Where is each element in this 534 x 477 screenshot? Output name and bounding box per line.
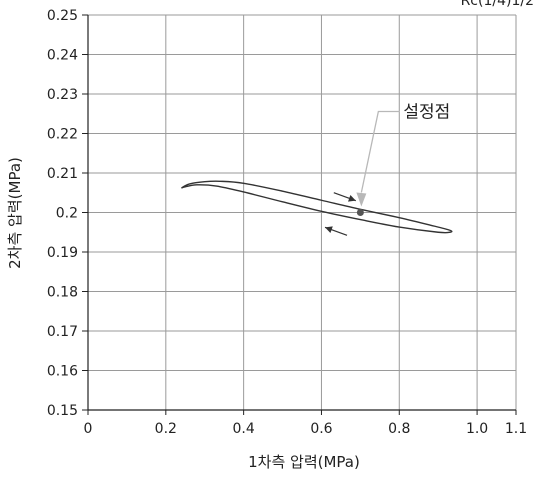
x-tick-label: 0.4 bbox=[233, 421, 255, 437]
y-tick-label: 0.23 bbox=[47, 87, 78, 103]
y-tick-label: 0.21 bbox=[47, 166, 78, 182]
y-tick-label: 0.2 bbox=[56, 206, 78, 222]
axes bbox=[82, 14, 517, 415]
x-tick-label: 0.6 bbox=[310, 421, 332, 437]
hysteresis-curve bbox=[181, 180, 453, 234]
decreasing-pressure-arrow-head bbox=[325, 226, 333, 234]
y-tick-label: 0.15 bbox=[47, 403, 78, 419]
series bbox=[181, 180, 453, 234]
x-tick-label: 1.0 bbox=[466, 421, 488, 437]
set-point-pointer-line bbox=[360, 110, 400, 193]
tick-labels: 0 0.2 0.4 0.6 0.8 1.0 1.1 0.15 0.16 0.17 0.18 0.19 0… bbox=[47, 8, 527, 437]
annotations: 설정점 bbox=[324, 103, 450, 236]
x-tick-label: 0.2 bbox=[155, 421, 177, 437]
grid bbox=[88, 14, 517, 410]
y-tick-label: 0.18 bbox=[47, 285, 78, 301]
y-tick-label: 0.17 bbox=[47, 324, 78, 340]
y-tick-label: 0.22 bbox=[47, 127, 78, 143]
y-tick-label: 0.25 bbox=[47, 8, 78, 24]
set-point-label: 설정점 bbox=[403, 103, 450, 123]
y-axis-title: 2차측 압력(MPa) bbox=[6, 157, 24, 269]
chart-title: Rc(1/4)1/2 bbox=[461, 0, 534, 9]
y-tick-label: 0.24 bbox=[47, 48, 78, 64]
set-point-marker bbox=[356, 209, 364, 216]
increasing-pressure-arrow-head bbox=[348, 194, 356, 202]
x-tick-label: 1.1 bbox=[505, 421, 527, 437]
x-tick-label: 0 bbox=[84, 421, 93, 437]
x-tick-label: 0.8 bbox=[388, 421, 410, 437]
x-axis-title: 1차측 압력(MPa) bbox=[248, 453, 360, 471]
y-tick-label: 0.19 bbox=[47, 245, 78, 261]
y-tick-label: 0.16 bbox=[47, 364, 78, 380]
set-point-pointer-arrowhead bbox=[356, 192, 367, 207]
